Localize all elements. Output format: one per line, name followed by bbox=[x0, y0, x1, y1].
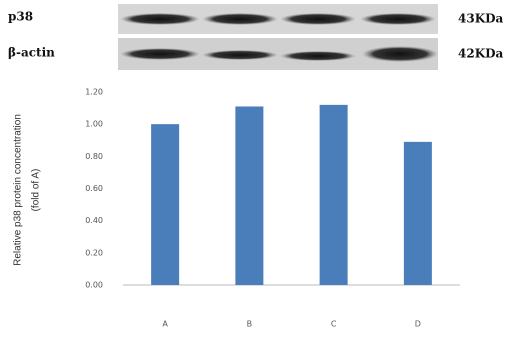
band bbox=[280, 51, 356, 61]
x-tick-label: C bbox=[331, 320, 337, 329]
y-tick-label: 0.40 bbox=[85, 216, 103, 225]
band bbox=[280, 13, 356, 25]
y-tick-label: 0.80 bbox=[85, 152, 103, 161]
x-tick-label: D bbox=[415, 320, 421, 329]
western-blot: p38 β-actin 43KDa 42KDa bbox=[8, 4, 504, 70]
band bbox=[120, 48, 200, 60]
bar bbox=[151, 124, 179, 285]
blot-label: β-actin bbox=[8, 46, 55, 60]
band bbox=[120, 13, 200, 25]
x-tick-label: A bbox=[162, 320, 168, 329]
bar bbox=[320, 105, 348, 285]
y-axis-title: Relative p38 protein concentration bbox=[13, 114, 24, 266]
figure: p38 β-actin 43KDa 42KDa Relative p38 pro… bbox=[0, 0, 523, 339]
x-tick-label: B bbox=[247, 320, 253, 329]
band bbox=[360, 13, 436, 25]
y-tick-label: 0.20 bbox=[85, 248, 103, 257]
blot-label: p38 bbox=[8, 10, 33, 24]
bar bbox=[404, 142, 432, 285]
band bbox=[202, 13, 278, 25]
band bbox=[202, 50, 278, 60]
bar bbox=[235, 106, 263, 285]
y-tick-label: 1.20 bbox=[85, 88, 103, 97]
y-tick-label: 1.00 bbox=[85, 120, 103, 129]
blot-size: 42KDa bbox=[458, 47, 504, 61]
band bbox=[362, 46, 438, 62]
y-tick-label: 0.60 bbox=[85, 184, 103, 193]
y-tick-label: 0.00 bbox=[85, 281, 103, 290]
blot-size: 43KDa bbox=[458, 12, 504, 26]
y-axis-title: (fold of A) bbox=[31, 169, 42, 212]
